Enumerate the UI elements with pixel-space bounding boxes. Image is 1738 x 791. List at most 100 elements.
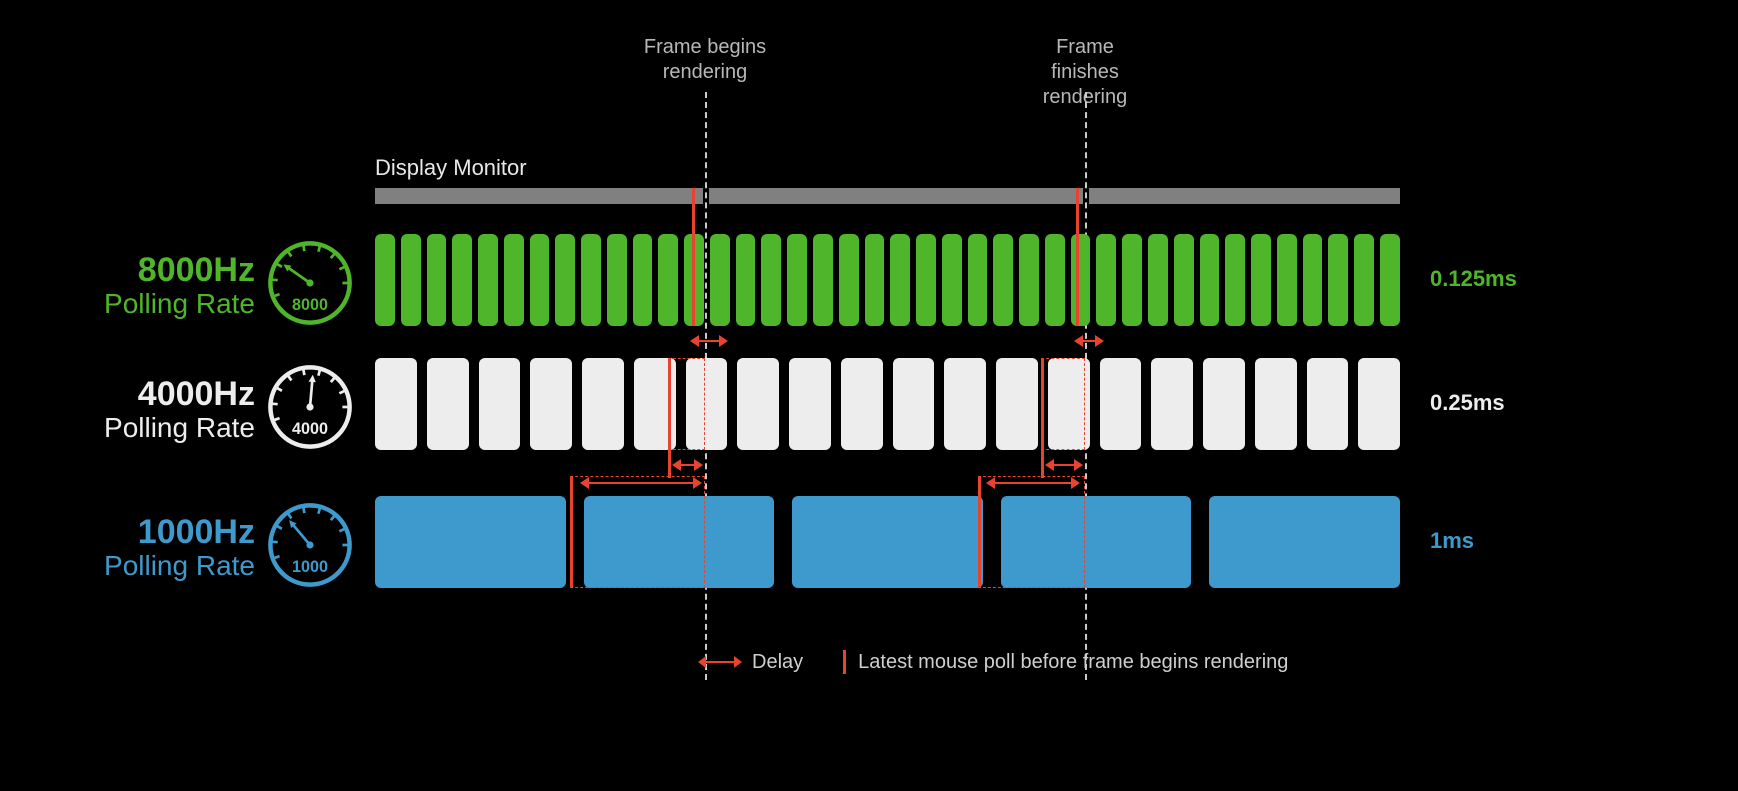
legend-delay: Delay [700,651,803,674]
hz-value: 8000Hz [55,252,255,289]
hz-value: 4000Hz [55,376,255,413]
segment [607,234,627,326]
segment [792,496,983,588]
segment [1380,234,1400,326]
gauge-1000hz: 1000 [265,500,355,590]
segment [1203,358,1245,450]
segment [375,496,566,588]
segment [375,234,395,326]
segment [1151,358,1193,450]
gauge-icon: 4000 [265,362,355,452]
diagram-canvas: Frame beginsrendering Frame finishesrend… [0,0,1738,791]
segment [813,234,833,326]
poll-marker [978,476,981,588]
segment [1307,358,1349,450]
row-label-8000hz: 8000HzPolling Rate [55,252,255,320]
delay-region [668,358,705,450]
segment [555,234,575,326]
segment [375,358,417,450]
delay-arrow [988,482,1078,484]
gauge-value: 1000 [292,558,328,576]
segment [658,234,678,326]
segment [710,234,730,326]
monitor-bar-mid [709,188,1083,204]
segment [893,358,935,450]
segment [1209,496,1400,588]
segment [452,234,472,326]
polling-rate-label: Polling Rate [55,413,255,444]
delay-region [570,476,705,588]
segment [1100,358,1142,450]
delay-arrow [1047,464,1081,466]
segment [530,358,572,450]
row-label-1000hz: 1000HzPolling Rate [55,514,255,582]
gauge-value: 4000 [292,420,328,438]
segment [736,234,756,326]
delay-arrow [674,464,701,466]
track-1000hz [375,496,1400,588]
polling-rate-label: Polling Rate [55,551,255,582]
segment [968,234,988,326]
gauge-value: 8000 [292,296,328,314]
segment [996,358,1038,450]
segment [1303,234,1323,326]
segment [1019,234,1039,326]
segment [1096,234,1116,326]
track-8000hz [375,234,1400,326]
segment [530,234,550,326]
segment [737,358,779,450]
display-monitor-label: Display Monitor [375,155,527,181]
monitor-bar-right [1089,188,1400,204]
segment [1174,234,1194,326]
segment [1045,234,1065,326]
poll-marker [668,358,671,478]
segment [1328,234,1348,326]
segment [761,234,781,326]
segment [993,234,1013,326]
segment [1354,234,1374,326]
delay-region [1041,358,1085,450]
gauge-4000hz: 4000 [265,362,355,452]
segment [478,234,498,326]
segment [865,234,885,326]
ms-label-1000hz: 1ms [1430,528,1474,554]
segment [944,358,986,450]
segment [427,234,447,326]
delay-arrow [1076,340,1102,342]
segment [633,234,653,326]
frame-begins-label: Frame beginsrendering [640,35,770,85]
delay-arrow [582,482,700,484]
segment [1200,234,1220,326]
gauge-8000hz: 8000 [265,238,355,328]
segment [841,358,883,450]
poll-marker [570,476,573,588]
hz-value: 1000Hz [55,514,255,551]
segment [1251,234,1271,326]
gauge-icon: 1000 [265,500,355,590]
segment [890,234,910,326]
segment [942,234,962,326]
row-label-4000hz: 4000HzPolling Rate [55,376,255,444]
poll-marker [1076,188,1079,326]
legend-delay-label: Delay [752,651,803,674]
segment [787,234,807,326]
segment [1255,358,1297,450]
segment [581,234,601,326]
poll-marker [692,188,695,326]
poll-marker-icon [843,650,846,674]
gauge-icon: 8000 [265,238,355,328]
segment [1277,234,1297,326]
segment [916,234,936,326]
ms-label-8000hz: 0.125ms [1430,266,1517,292]
delay-arrow [692,340,726,342]
track-4000hz [375,358,1400,450]
legend-poll: Latest mouse poll before frame begins re… [843,650,1288,674]
delay-region [978,476,1085,588]
legend: Delay Latest mouse poll before frame beg… [700,650,1288,674]
segment [479,358,521,450]
segment [1122,234,1142,326]
ms-label-4000hz: 0.25ms [1430,390,1505,416]
segment [1148,234,1168,326]
segment [582,358,624,450]
segment [1358,358,1400,450]
